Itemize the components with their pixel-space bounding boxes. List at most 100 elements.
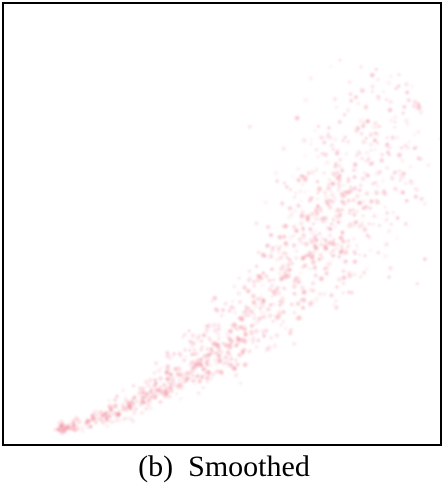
scatter-point <box>282 234 287 239</box>
scatter-point <box>237 316 241 320</box>
scatter-point <box>254 221 259 226</box>
scatter-point <box>396 152 402 158</box>
scatter-point <box>423 257 427 261</box>
scatter-point <box>313 234 318 239</box>
scatter-point <box>416 282 419 286</box>
scatter-point <box>252 312 256 316</box>
scatter-point <box>252 316 257 321</box>
scatter-point <box>176 373 180 377</box>
scatter-point <box>90 413 96 418</box>
scatter-point <box>312 265 318 270</box>
scatter-point <box>247 269 252 274</box>
scatter-point <box>287 268 291 272</box>
scatter-point <box>130 418 136 424</box>
scatter-point <box>221 341 225 345</box>
scatter-point <box>309 138 313 142</box>
scatter-point <box>262 332 265 335</box>
scatter-point <box>228 362 233 368</box>
scatter-point <box>323 194 329 199</box>
scatter-point <box>413 194 418 199</box>
scatter-point <box>75 426 80 431</box>
scatter-point <box>274 287 280 292</box>
scatter-point <box>257 274 262 280</box>
scatter-point <box>374 189 379 195</box>
scatter-point <box>140 411 144 415</box>
scatter-point <box>279 266 284 272</box>
scatter-point <box>388 265 393 271</box>
scatter-point <box>377 170 382 175</box>
scatter-point <box>264 328 269 333</box>
scatter-point <box>117 408 122 413</box>
scatter-point <box>276 247 281 252</box>
scatter-point <box>256 250 261 255</box>
scatter-point <box>325 160 330 165</box>
scatter-point <box>368 132 374 138</box>
scatter-point <box>275 179 279 183</box>
scatter-point <box>385 136 389 140</box>
scatter-point <box>351 225 355 229</box>
scatter-point <box>295 276 299 280</box>
scatter-point <box>132 395 137 400</box>
scatter-point <box>356 102 360 106</box>
scatter-point <box>346 108 351 113</box>
scatter-point <box>370 89 374 93</box>
scatter-point <box>281 310 286 314</box>
scatter-point <box>146 391 149 395</box>
scatter-point <box>338 213 342 217</box>
scatter-point <box>270 295 274 299</box>
scatter-point <box>279 276 285 282</box>
scatter-point <box>376 250 381 255</box>
scatter-point <box>223 301 228 306</box>
scatter-point <box>325 226 329 229</box>
scatter-point <box>296 315 302 321</box>
scatter-point <box>329 65 333 69</box>
scatter-point <box>53 428 57 432</box>
scatter-point <box>298 189 303 194</box>
scatter-point <box>249 323 254 328</box>
scatter-point <box>232 322 237 327</box>
scatter-point <box>352 212 357 217</box>
scatter-point <box>339 191 344 196</box>
scatter-point <box>347 290 350 294</box>
scatter-point <box>275 314 281 320</box>
scatter-point <box>143 379 149 385</box>
scatter-point <box>358 183 363 188</box>
scatter-point <box>387 107 393 113</box>
scatter-point <box>267 313 273 319</box>
scatter-point <box>191 340 196 345</box>
scatter-point <box>376 77 380 82</box>
scatter-point <box>332 137 338 142</box>
scatter-point <box>232 366 238 371</box>
scatter-point <box>292 291 296 295</box>
scatter-point <box>223 355 228 360</box>
scatter-point <box>343 135 347 139</box>
scatter-point <box>263 311 266 315</box>
scatter-point <box>387 228 392 234</box>
scatter-point <box>158 376 163 381</box>
scatter-point <box>140 395 146 401</box>
scatter-point <box>195 358 200 362</box>
scatter-point <box>231 300 235 303</box>
scatter-point <box>395 135 400 140</box>
scatter-point <box>169 385 173 390</box>
scatter-point <box>338 157 343 163</box>
scatter-point <box>235 362 239 366</box>
scatter-point <box>365 119 370 124</box>
scatter-point <box>351 236 357 242</box>
scatter-point <box>336 242 340 247</box>
scatter-point <box>257 297 261 301</box>
scatter-point <box>393 186 398 191</box>
scatter-point <box>244 313 249 318</box>
scatter-point <box>388 99 393 105</box>
scatter-point <box>360 221 364 225</box>
scatter-point <box>335 285 339 289</box>
scatter-point <box>313 128 317 132</box>
scatter-point <box>239 325 244 330</box>
scatter-point <box>318 206 323 210</box>
scatter-point <box>309 195 314 201</box>
scatter-point <box>205 347 210 352</box>
scatter-point <box>364 191 370 196</box>
scatter-point <box>356 150 362 156</box>
scatter-point <box>323 216 329 221</box>
